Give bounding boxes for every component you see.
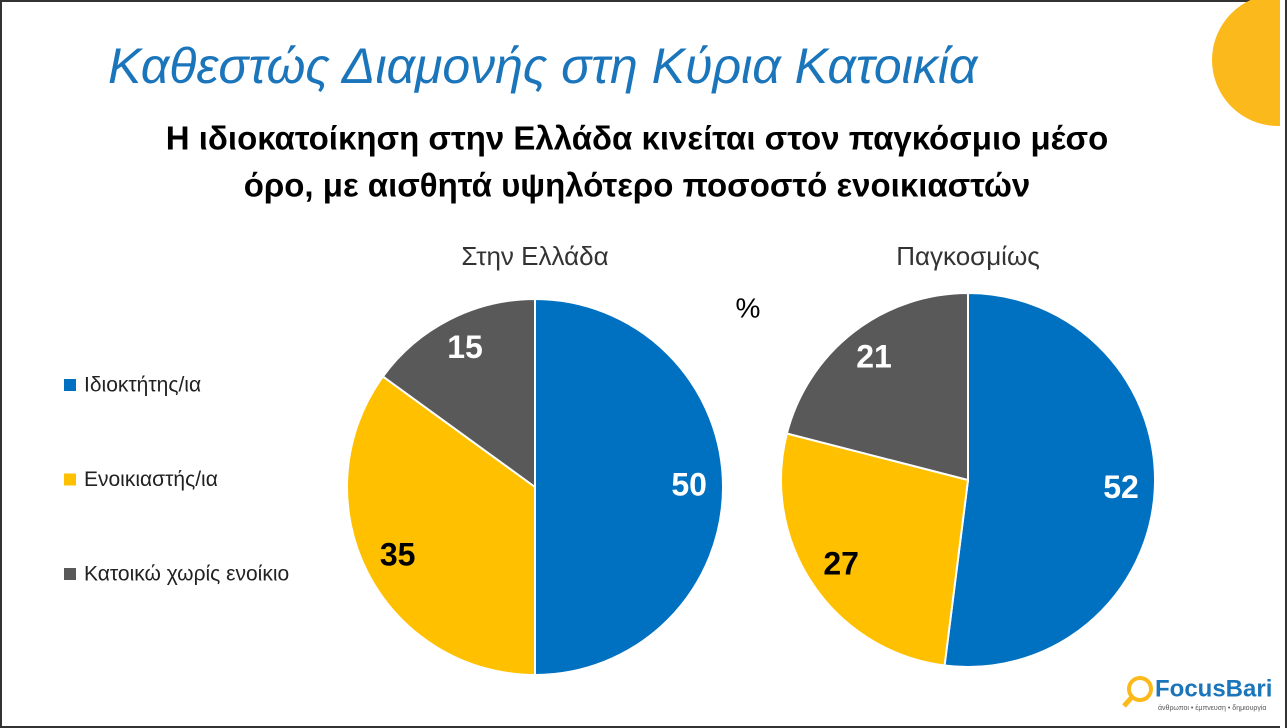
pie-slice xyxy=(943,291,1157,668)
data-label: 35 xyxy=(380,536,416,572)
legend-label: Ενοικιαστής/ια xyxy=(84,468,218,491)
unit-label: % xyxy=(736,292,761,323)
subtitle-line: Η ιδιοκατοίκηση στην Ελλάδα κινείται στο… xyxy=(166,120,1109,157)
pie-title: Παγκοσμίως xyxy=(896,241,1040,271)
data-label: 50 xyxy=(671,466,707,502)
pie-slice xyxy=(381,297,536,489)
pie-slice xyxy=(534,297,724,677)
legend-swatch xyxy=(64,473,76,486)
logo-tagline: άνθρωποι • έμπνευση • δημιουργία xyxy=(1158,704,1266,712)
logo-name: FocusBari xyxy=(1155,675,1272,702)
legend-label: Ιδιοκτήτης/ια xyxy=(84,374,201,397)
data-label: 27 xyxy=(823,546,859,582)
data-label: 21 xyxy=(856,338,892,374)
data-label: 15 xyxy=(447,329,483,365)
data-label: 52 xyxy=(1103,469,1139,505)
logo-icon xyxy=(1127,676,1153,702)
legend-swatch xyxy=(64,379,76,391)
subtitle-line: όρο, με αισθητά υψηλότερο ποσοστό ενοικι… xyxy=(244,167,1031,204)
pie-slice xyxy=(780,432,970,667)
pie-slice xyxy=(785,291,969,482)
edge-mask xyxy=(1280,0,1288,728)
logo-icon xyxy=(1122,695,1134,708)
pie-title: Στην Ελλάδα xyxy=(461,241,608,271)
slide-title: Καθεστώς Διαμονής στη Κύρια Κατοικία xyxy=(108,38,979,94)
legend-swatch xyxy=(64,568,76,580)
corner-decoration xyxy=(1212,0,1288,126)
legend-label: Κατοικώ χωρίς ενοίκιο xyxy=(84,563,289,586)
pie-slice xyxy=(346,375,536,677)
